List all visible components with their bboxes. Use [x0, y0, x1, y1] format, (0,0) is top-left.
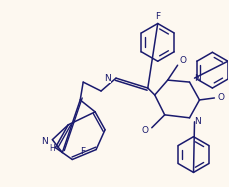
Text: H: H: [49, 144, 55, 153]
Text: N: N: [41, 137, 48, 146]
Text: F: F: [155, 12, 160, 21]
Text: F: F: [80, 147, 85, 156]
Text: O: O: [218, 94, 225, 102]
Text: N: N: [104, 74, 111, 83]
Text: N: N: [194, 117, 201, 126]
Text: O: O: [179, 56, 186, 65]
Text: O: O: [141, 126, 148, 135]
Text: N: N: [194, 74, 201, 83]
